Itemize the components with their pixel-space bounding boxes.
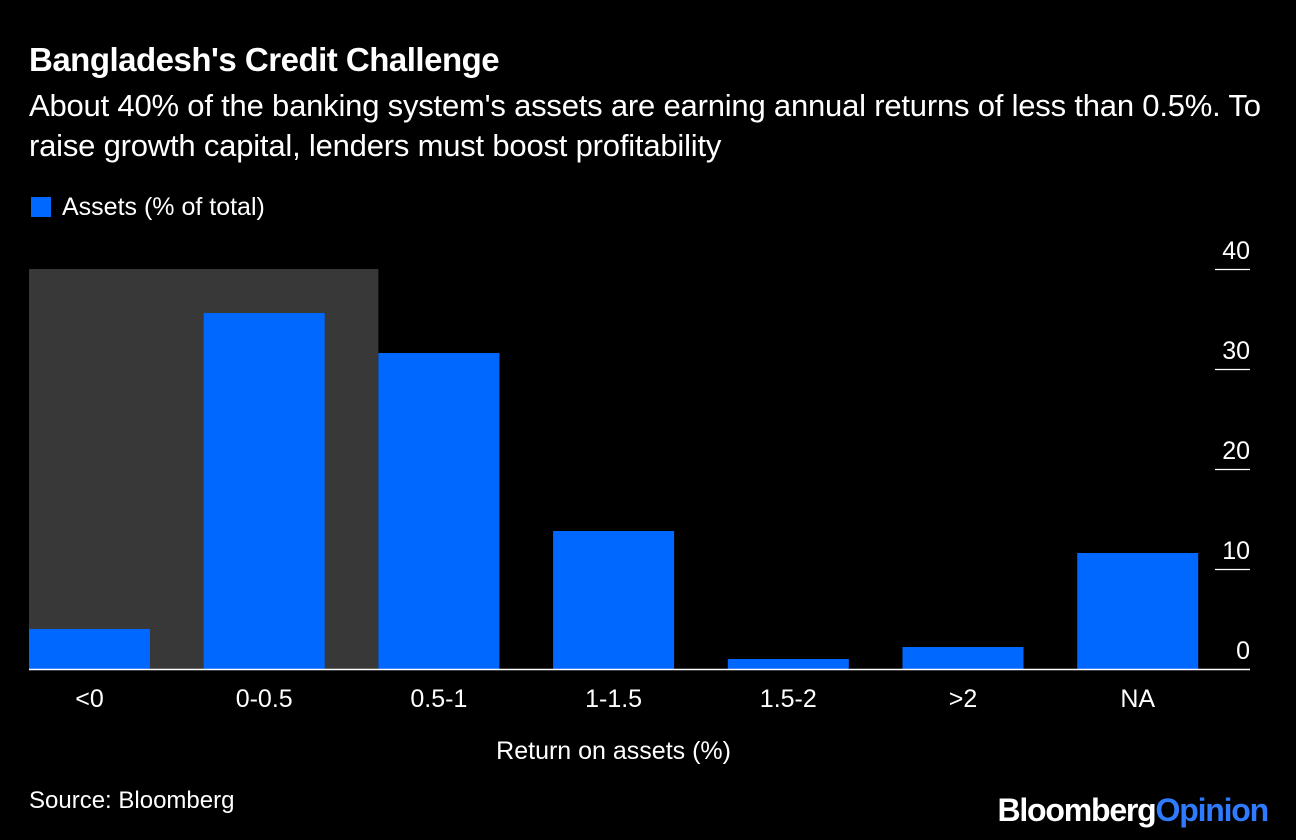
x-tick-label: 0-0.5 [236,685,293,713]
x-tick-label: >2 [949,685,978,713]
legend: Assets (% of total) [31,193,265,221]
bars-group [29,313,1199,669]
x-tick-label: NA [1120,685,1155,713]
x-tick-label: <0 [75,685,104,713]
x-tick-label: 1.5-2 [760,685,817,713]
y-tick-label: 10 [1222,537,1250,565]
chart-title: Bangladesh's Credit Challenge [29,41,500,78]
bar-0.5-1 [378,353,500,669]
bar-<0 [29,629,150,669]
x-axis-title: Return on assets (%) [496,737,731,765]
legend-swatch [31,197,51,217]
bar-NA [1077,553,1199,669]
brand-main: Bloomberg [997,792,1156,828]
brand-accent: Opinion [1155,792,1270,828]
bar-chart: 0 10 20 30 40 <0 0-0.5 0.5-1 1-1.5 1.5-2 >2 NA Ret… [29,237,1250,765]
y-tick-label: 40 [1222,237,1250,265]
y-tick-label: 20 [1222,437,1250,465]
x-tick-label: 0.5-1 [410,685,467,713]
y-tick-label: 30 [1222,337,1250,365]
x-axis-ticks: <0 0-0.5 0.5-1 1-1.5 1.5-2 >2 NA [75,685,1155,713]
bar-0-0.5 [203,313,325,669]
bar-1-1.5 [553,531,675,669]
y-tick-label: 0 [1236,637,1250,665]
bar->2 [902,647,1024,669]
bar-1.5-2 [727,659,849,669]
y-axis: 0 10 20 30 40 [1215,237,1250,665]
chart-subtitle: About 40% of the banking system's assets… [29,88,1261,163]
bloomberg-opinion-logo: BloombergOpinion [997,792,1270,829]
source-note: Source: Bloomberg [29,787,235,814]
legend-label: Assets (% of total) [62,192,265,221]
x-tick-label: 1-1.5 [585,685,642,713]
